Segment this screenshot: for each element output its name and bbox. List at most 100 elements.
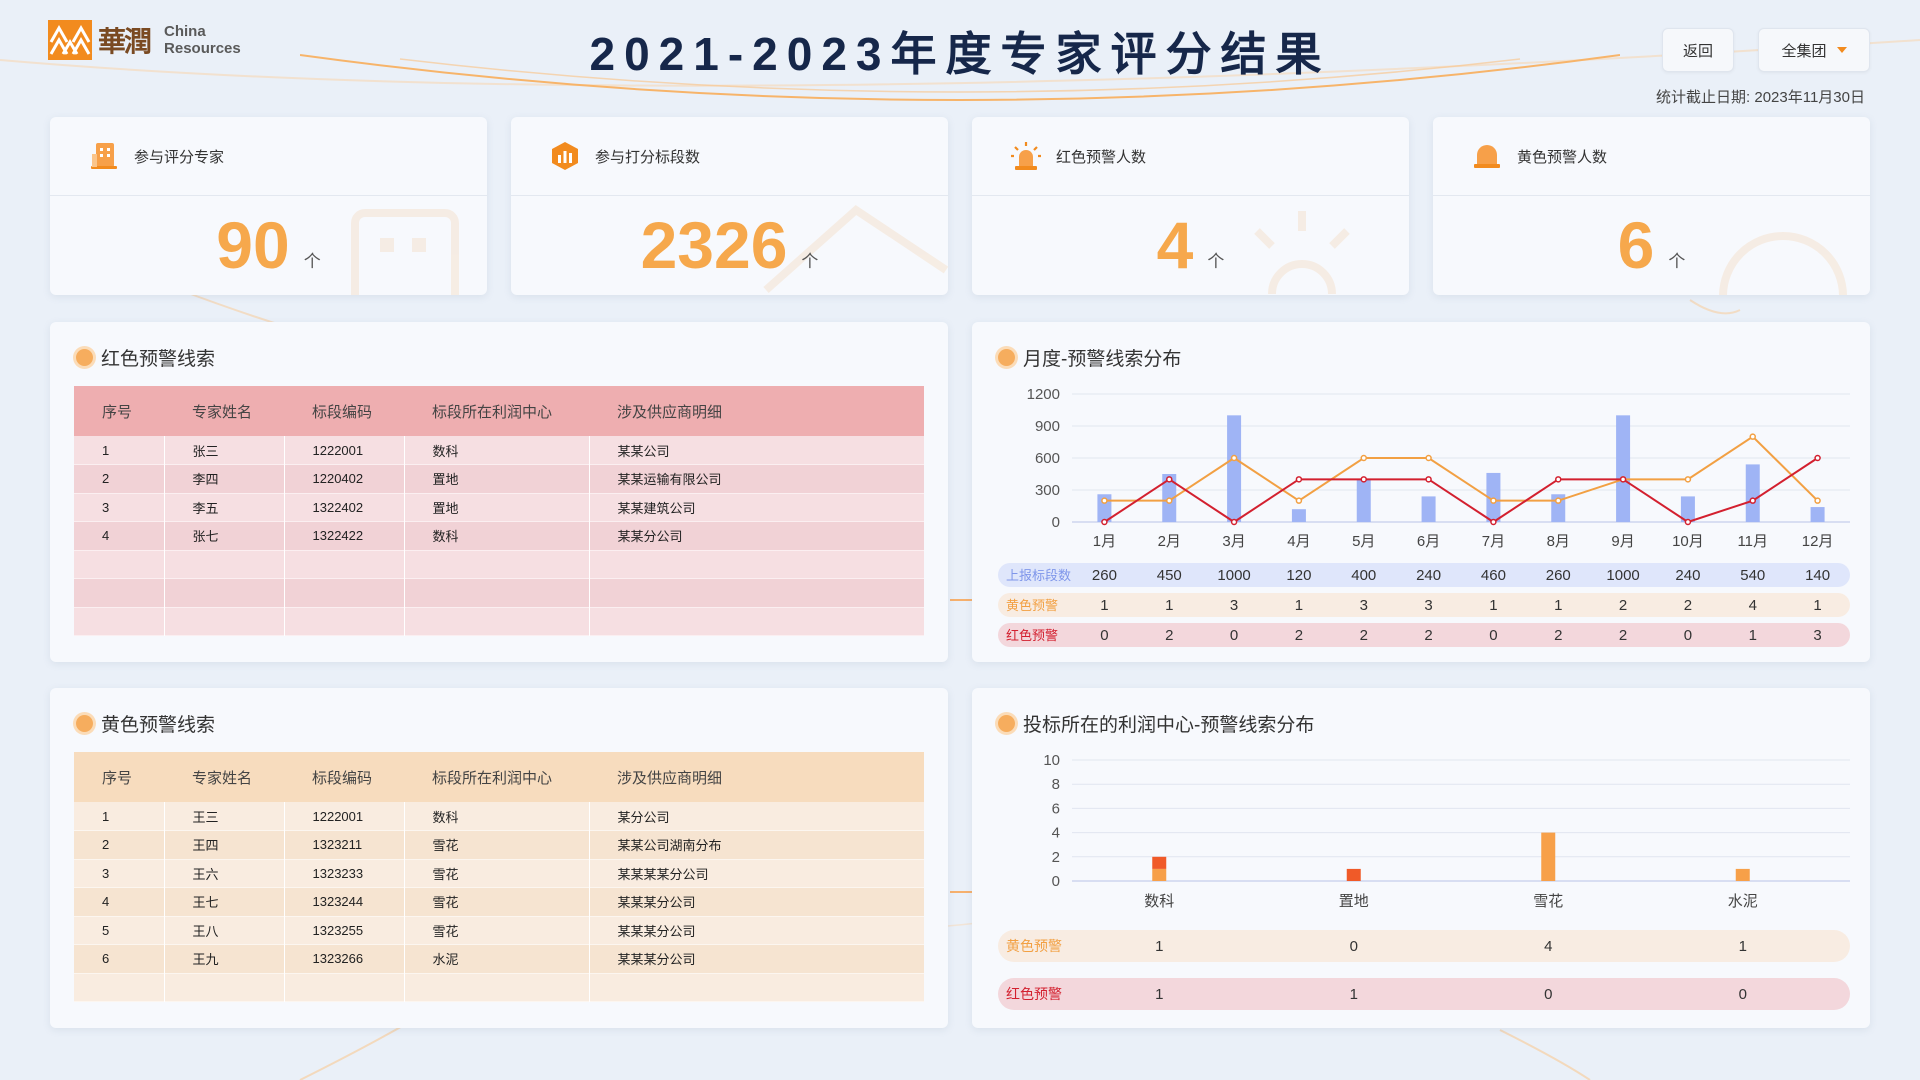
table-row[interactable]: [74, 607, 924, 636]
table-row[interactable]: 2 李四 1220402 置地 某某运输有限公司: [74, 464, 924, 494]
data-label: 1: [1554, 597, 1562, 614]
x-tick-label: 4月: [1287, 533, 1310, 550]
red-warning-table: 序号 专家姓名 标段编码 标段所在利润中心 涉及供应商明细 1 张三 1222001…: [74, 386, 924, 636]
table-cell: 3: [74, 859, 165, 888]
table-cell: 某某某某分公司: [589, 859, 924, 888]
table-cell: 王四: [164, 830, 285, 860]
column-header: 标段编码: [284, 386, 404, 436]
y-tick-label: 2: [1052, 849, 1060, 866]
table-cell: [404, 973, 590, 1002]
table-cell: [164, 607, 285, 636]
data-row-label: 黄色预警: [1006, 938, 1062, 954]
table-cell: [589, 973, 924, 1002]
yellow-point: [1101, 497, 1108, 504]
table-row[interactable]: 2 王四 1323211 雪花 某某公司湖南分布: [74, 830, 924, 860]
table-cell: 1222001: [284, 802, 405, 831]
x-tick-label: 11月: [1737, 533, 1768, 550]
red-bar: [1152, 856, 1167, 869]
red-bar: [1346, 868, 1361, 881]
red-point: [1295, 476, 1303, 483]
title-dot-icon: [998, 715, 1015, 732]
table-cell: 某某公司: [589, 436, 924, 465]
table-cell: 某某运输有限公司: [589, 464, 924, 494]
table-row[interactable]: 6 王九 1323266 水泥 某某某分公司: [74, 944, 924, 974]
yellow-point: [1814, 497, 1821, 504]
y-tick-label: 10: [1043, 752, 1060, 769]
table-cell: [164, 550, 285, 579]
stat-value: 4: [1156, 208, 1194, 282]
table-cell: 1: [74, 802, 165, 831]
red-point: [1101, 518, 1108, 526]
table-row[interactable]: 1 张三 1222001 数科 某某公司: [74, 436, 924, 465]
table-cell: 李五: [164, 493, 285, 522]
bar: [1356, 479, 1371, 522]
back-button[interactable]: 返回: [1662, 28, 1734, 72]
table-cell: 张七: [164, 521, 285, 551]
x-tick-label: 1月: [1093, 533, 1116, 550]
header: 華潤 China Resources 2021-2023年度专家评分结果 返回 …: [0, 0, 1920, 115]
stat-unit: 个: [1668, 251, 1686, 271]
stat-value: 6: [1617, 208, 1655, 282]
yellow-bar: [1152, 868, 1167, 881]
yellow-point: [1360, 454, 1367, 462]
data-label: 3: [1230, 597, 1238, 614]
table-row[interactable]: 5 王八 1323255 雪花 某某某分公司: [74, 916, 924, 945]
table-row[interactable]: 4 王七 1323244 雪花 某某某分公司: [74, 887, 924, 917]
table-cell: 2: [74, 830, 165, 860]
data-label: 2: [1554, 627, 1562, 644]
data-label: 240: [1416, 567, 1441, 584]
yellow-line: [1104, 435, 1819, 502]
table-cell: 张三: [164, 436, 285, 465]
table-cell: 2: [74, 464, 165, 494]
data-label: 120: [1286, 567, 1311, 584]
table-cell: 水泥: [404, 944, 590, 974]
x-tick-label: 7月: [1482, 533, 1505, 550]
data-label: 1: [1155, 938, 1163, 955]
table-row[interactable]: 3 李五 1322402 置地 某某建筑公司: [74, 493, 924, 522]
table-row[interactable]: [74, 550, 924, 579]
table-row[interactable]: 1 王三 1222001 数科 某分公司: [74, 802, 924, 831]
yellow-point: [1555, 497, 1562, 504]
red-point: [1684, 518, 1692, 526]
stat-date: 统计截止日期: 2023年11月30日: [1656, 86, 1865, 107]
table-cell: 1323211: [284, 830, 405, 860]
y-tick-label: 6: [1052, 800, 1060, 817]
panel-title: 黄色预警线索: [76, 710, 215, 737]
group-select[interactable]: 全集团: [1758, 28, 1870, 72]
table-cell: 3: [74, 493, 165, 522]
table-row[interactable]: [74, 973, 924, 1002]
red-point: [1814, 454, 1821, 462]
column-header: 标段所在利润中心: [404, 752, 589, 802]
data-label: 0: [1544, 986, 1552, 1003]
x-tick-label: 10月: [1672, 533, 1704, 550]
stat-unit: 个: [801, 251, 819, 271]
data-label: 2: [1684, 597, 1692, 614]
yellow-point: [1749, 433, 1756, 440]
data-label: 2: [1619, 627, 1627, 644]
x-tick-label: 水泥: [1728, 893, 1758, 910]
data-label: 1: [1295, 597, 1303, 614]
table-row[interactable]: [74, 578, 924, 608]
data-row-bg: [998, 593, 1850, 617]
panel-title-text: 投标所在的利润中心-预警线索分布: [1023, 715, 1315, 736]
data-label: 4: [1749, 597, 1757, 614]
table-cell: 某某某分公司: [589, 944, 924, 974]
bell-watermark-icon: [1719, 232, 1847, 295]
data-row-label: 红色预警: [1006, 628, 1058, 643]
table-cell: [284, 578, 405, 608]
table-row[interactable]: 4 张七 1322422 数科 某某分公司: [74, 521, 924, 551]
data-label: 260: [1546, 567, 1571, 584]
stat-value: 90: [216, 208, 290, 282]
y-tick-label: 900: [1035, 418, 1060, 435]
data-label: 460: [1481, 567, 1506, 584]
panel-title: 投标所在的利润中心-预警线索分布: [998, 710, 1314, 737]
table-cell: 1: [74, 436, 165, 465]
table-cell: [74, 607, 165, 636]
table-cell: 某某公司湖南分布: [589, 830, 924, 860]
table-cell: 王九: [164, 944, 285, 974]
table-cell: 李四: [164, 464, 285, 494]
table-row[interactable]: 3 王六 1323233 雪花 某某某某分公司: [74, 859, 924, 888]
table-cell: [404, 550, 590, 579]
title-dot-icon: [76, 715, 93, 732]
table-cell: 置地: [404, 493, 590, 522]
